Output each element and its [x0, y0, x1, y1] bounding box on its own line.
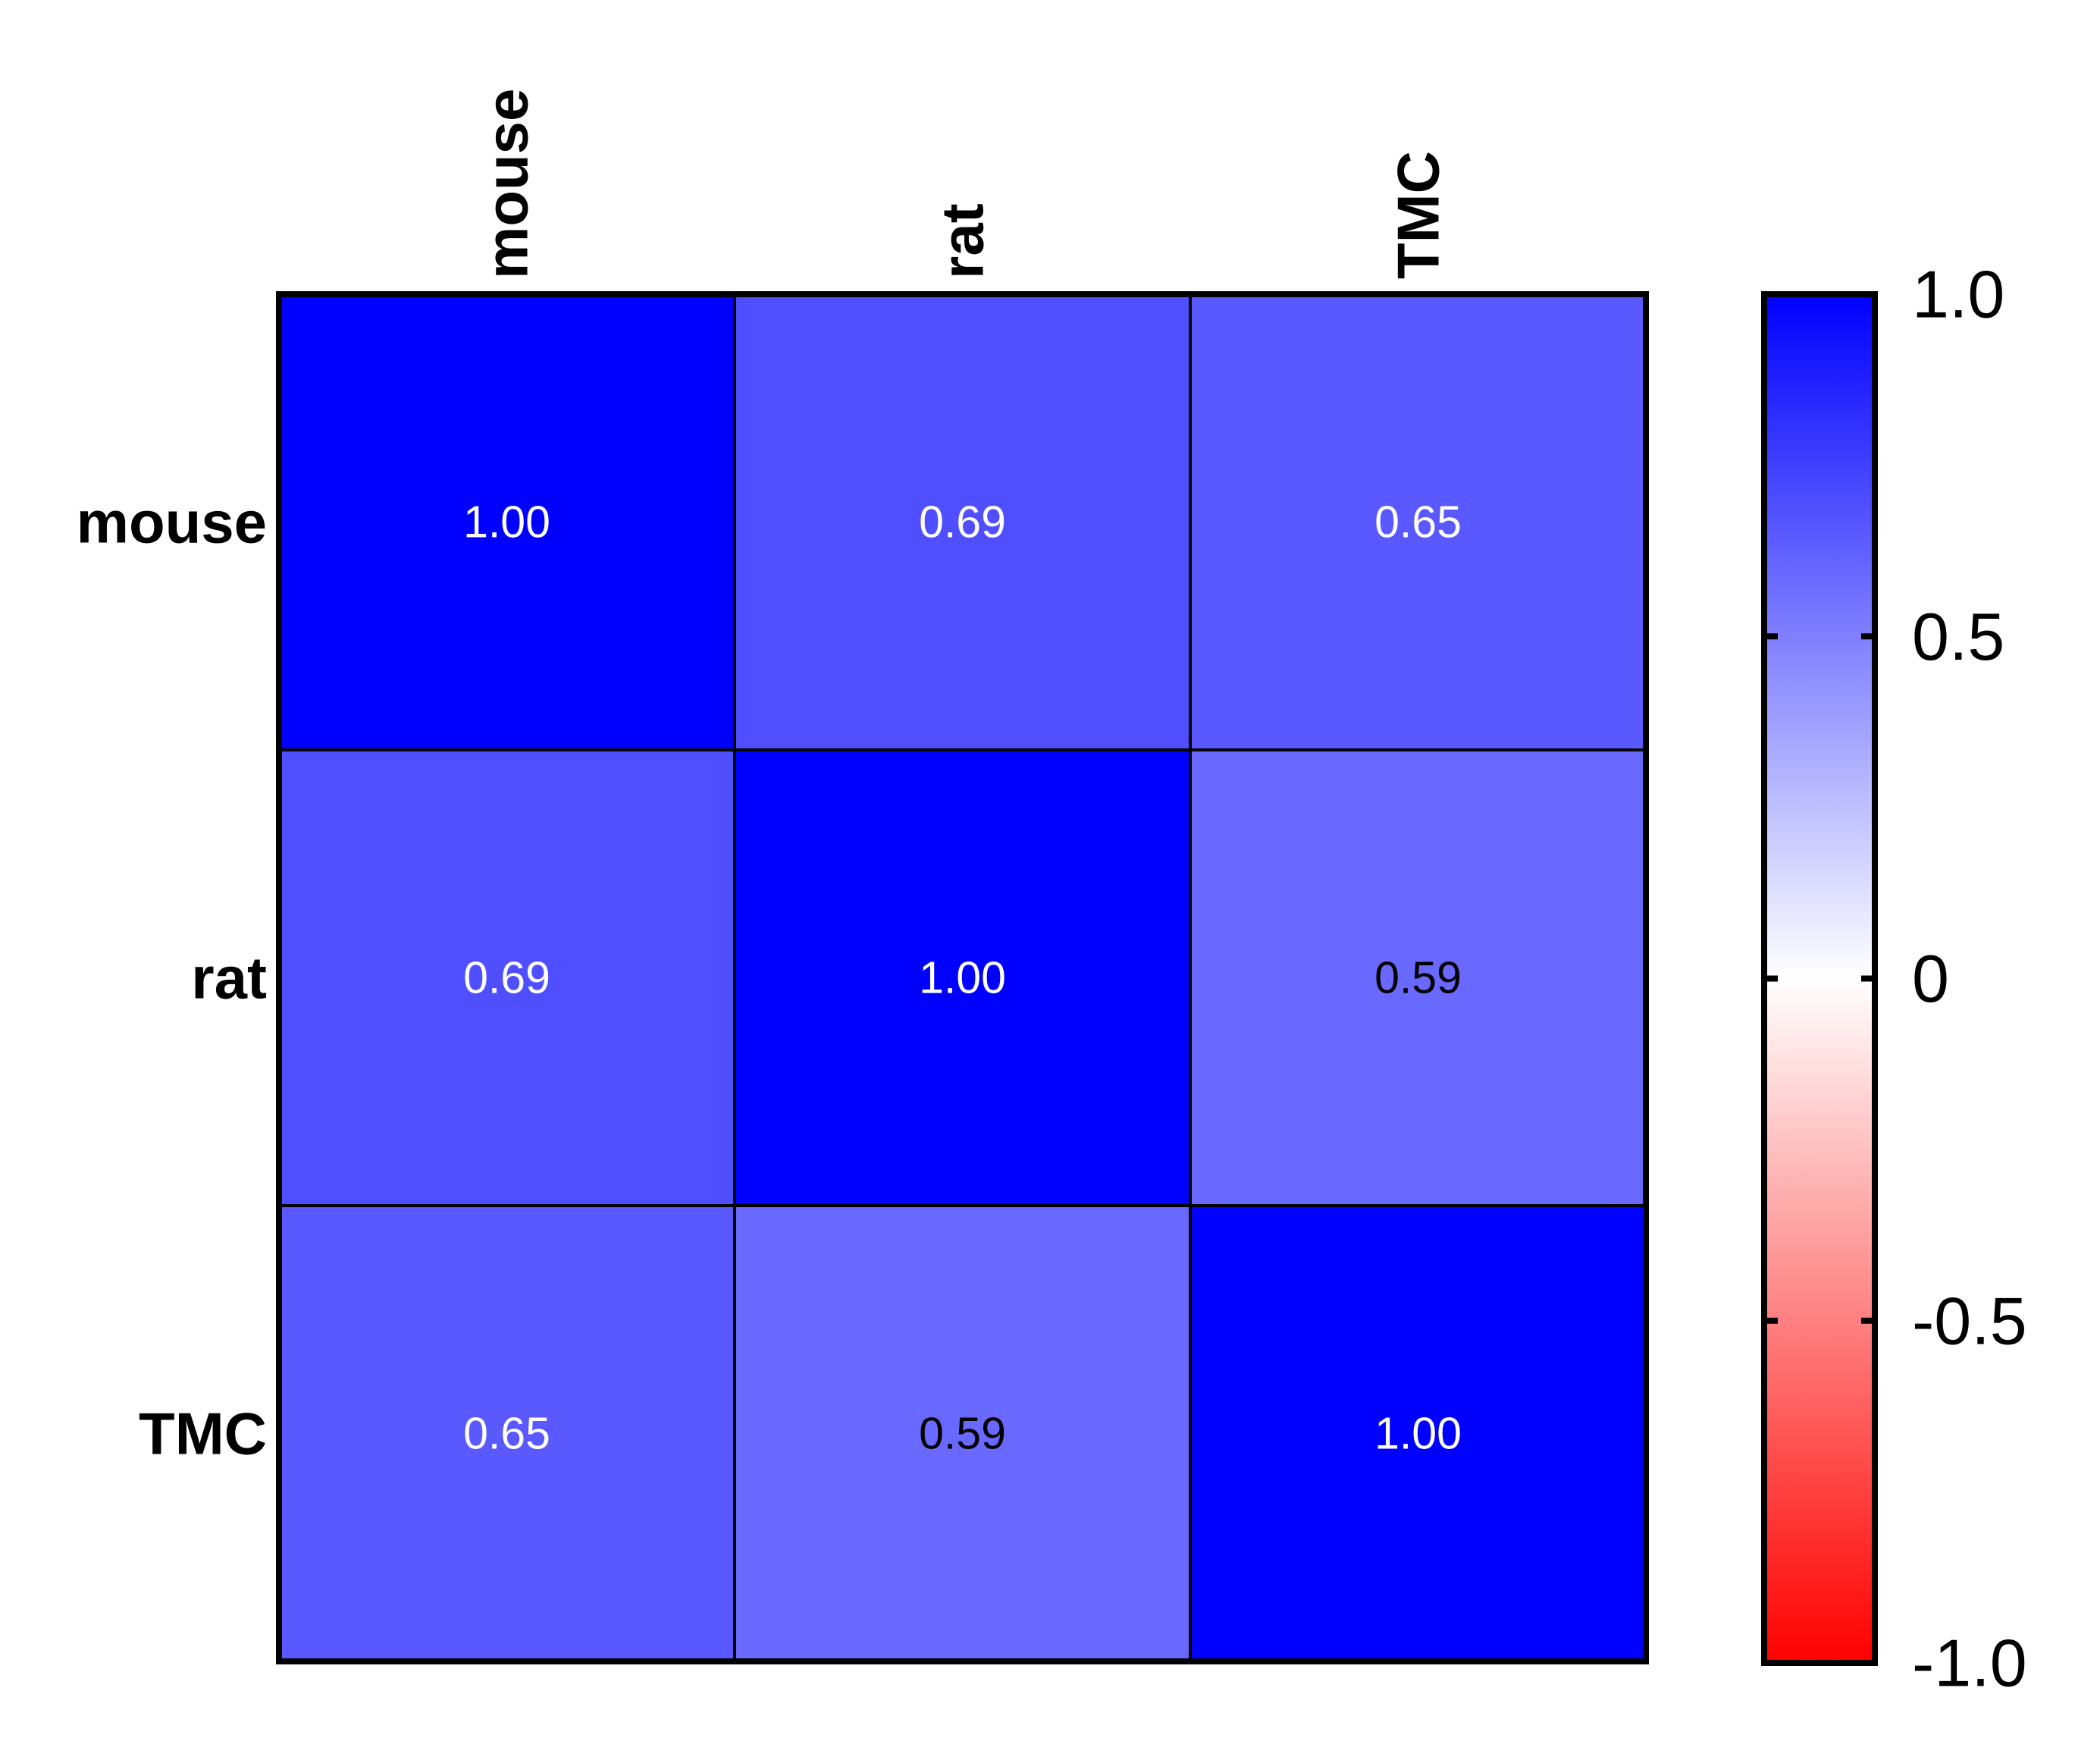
row-label-rat: rat [191, 945, 267, 1012]
cell-value-label: 0.69 [919, 497, 1006, 547]
heatmap-cells [277, 293, 1647, 1663]
cell-value-label: 0.59 [919, 1409, 1006, 1459]
cell-value-label: 0.69 [463, 953, 550, 1003]
colorbar-ticks: 1.0 0.5 0 -0.5 -1.0 [1764, 257, 2027, 1701]
colorbar-tick-label: 1.0 [1912, 257, 2004, 332]
colorbar-tick-label: -1.0 [1912, 1626, 2027, 1701]
heatmap-cell-TMC-mouse [277, 1204, 736, 1663]
heatmap-cell-mouse-rat [733, 293, 1192, 751]
colorbar [1761, 291, 1878, 1666]
colorbar-gradient [1761, 291, 1878, 1666]
heatmap-border [276, 291, 1649, 1664]
cell-value-label: 0.65 [463, 1409, 550, 1459]
colorbar-tick-label: -0.5 [1912, 1283, 2027, 1358]
cell-value-label: 1.00 [1374, 1409, 1462, 1459]
cell-value-label: 0.65 [1374, 497, 1462, 547]
heatmap-cell-rat-rat [733, 748, 1192, 1207]
row-label-tmc: TMC [139, 1401, 267, 1467]
column-label-mouse: mouse [474, 89, 541, 279]
colorbar-tick-label: 0 [1912, 941, 1949, 1016]
column-labels: mouse rat TMC [474, 89, 1452, 279]
column-label-tmc: TMC [1385, 151, 1452, 279]
column-label-rat: rat [929, 203, 996, 279]
heatmap-cell-rat-TMC [1189, 748, 1647, 1207]
heatmap-cell-mouse-mouse [277, 293, 736, 751]
row-label-mouse: mouse [77, 489, 267, 556]
cell-value-label: 0.59 [1374, 953, 1462, 1003]
cell-value-label: 1.00 [463, 497, 550, 547]
heatmap-cell-TMC-rat [733, 1204, 1192, 1663]
row-labels: mouse rat TMC [77, 489, 267, 1467]
colorbar-tick-label: 0.5 [1912, 599, 2004, 674]
cell-value-label: 1.00 [919, 953, 1006, 1003]
heatmap-cell-rat-mouse [277, 748, 736, 1207]
heatmap-cell-labels: 1.00 0.69 0.65 0.69 1.00 0.59 0.65 0.59 1.00 [463, 497, 1462, 1459]
